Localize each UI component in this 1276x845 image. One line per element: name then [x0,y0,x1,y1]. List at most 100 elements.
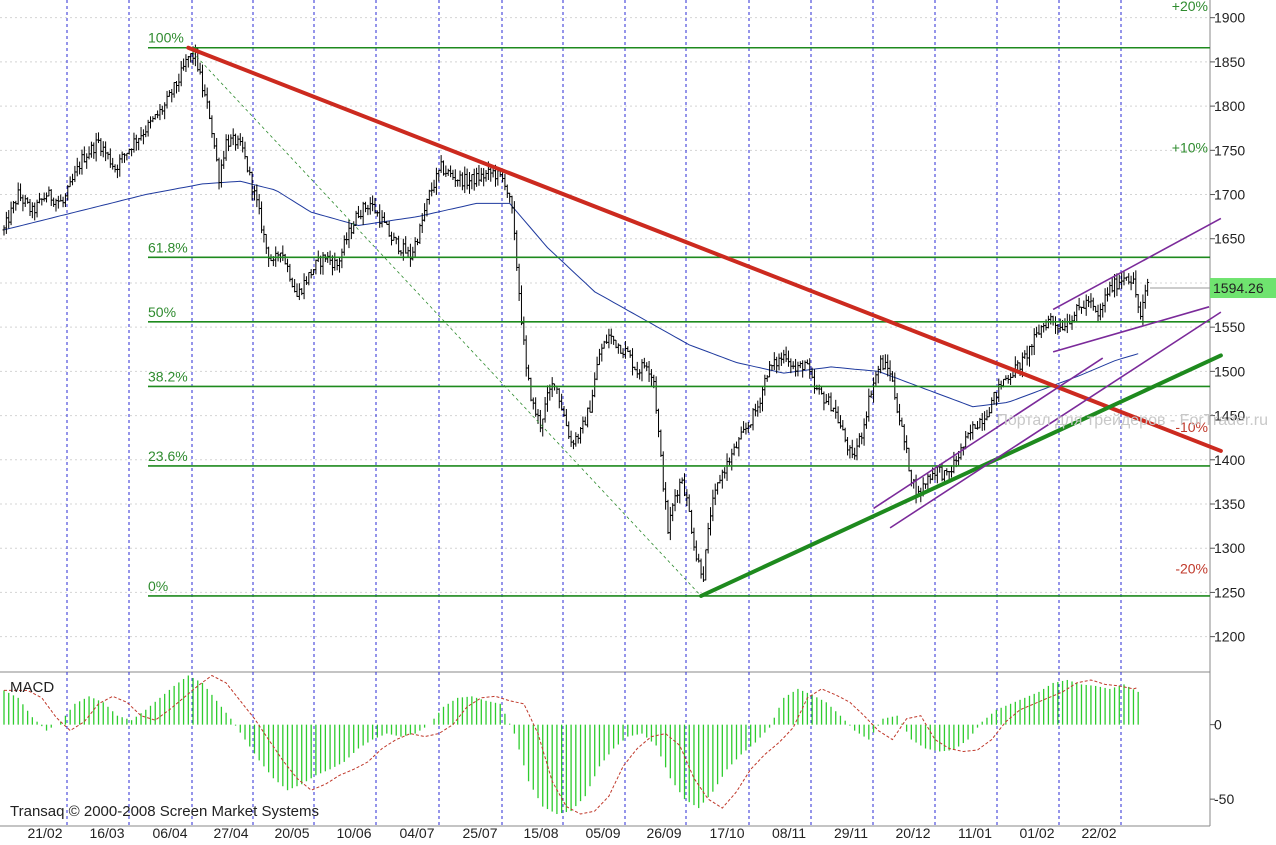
candle [886,354,890,377]
candle [182,58,186,71]
candle [434,167,438,195]
candle [1023,350,1027,359]
candle [210,115,214,138]
candle [1131,272,1135,284]
moving-average-line [3,180,1139,408]
candle [45,192,49,203]
candle [132,132,136,153]
fibonacci-layer: 100% 61.8% 50% 38.2% 23.6% 0% [148,30,1210,597]
candle [711,489,715,522]
percent-mark-label: -20% [1175,561,1208,577]
candle [49,189,53,207]
candle [118,154,122,177]
candle [727,457,731,466]
candle [583,416,587,426]
price-tick-label: 1800 [1214,98,1245,114]
candle [257,194,261,215]
candle [836,406,840,424]
candle [1037,324,1041,336]
date-tick-label: 05/09 [585,825,620,841]
candle [867,388,871,422]
candle [595,356,599,381]
candle [1079,306,1083,314]
candle [782,349,786,364]
candle [106,151,110,160]
candle [30,202,34,219]
trendline-support [699,353,1223,598]
candle [635,361,639,379]
candle [458,170,462,187]
candle [664,482,668,510]
candle [380,210,384,228]
candle [992,391,996,405]
candle [179,61,183,87]
percent-mark-label: +20% [1172,0,1208,14]
candle [472,168,476,191]
candle [725,453,729,481]
candle [874,371,878,386]
candle [590,389,594,413]
candle [1077,297,1081,311]
candle [1009,373,1013,385]
candle [439,155,443,173]
candle [1101,302,1105,318]
candle [444,165,448,178]
fibonacci-level-label: 61.8% [148,239,188,255]
candle [777,353,781,371]
price-tick-label: 1500 [1214,363,1245,379]
candle [1049,313,1053,325]
candle [446,168,450,176]
candle [857,433,861,448]
candle [801,360,805,378]
candle [879,355,883,374]
candle [883,354,887,370]
date-tick-label: 22/02 [1081,825,1116,841]
candle [453,169,457,187]
fibonacci-level-label: 23.6% [148,448,188,464]
fibonacci-diagonal [188,47,702,597]
candle [451,169,455,180]
candle [23,195,27,207]
candle [427,189,431,205]
last-price-label: 1594.26 [1213,280,1264,296]
candle [104,141,108,162]
candle [798,361,802,369]
candle [151,116,155,123]
candle [260,201,264,234]
candle [222,150,226,169]
candle [97,132,101,144]
date-tick-label: 01/02 [1019,825,1054,841]
channel-line [1052,306,1210,353]
candle [853,447,857,460]
candle [231,128,235,146]
candle [905,435,909,454]
candle [1072,311,1076,323]
candle [113,164,117,173]
candle [1082,300,1086,309]
candle [411,246,415,261]
date-tick-label: 21/02 [27,825,62,841]
candle [1075,304,1079,323]
date-tick-label: 08/11 [772,825,806,841]
candle [1042,323,1046,333]
candle [619,344,623,354]
candle [449,165,453,178]
percent-mark-label: -10% [1175,419,1208,435]
candle [467,172,471,194]
candle [1143,284,1147,309]
candle [545,385,549,412]
candle [1084,294,1088,316]
candle [794,358,798,377]
candle [148,116,152,129]
candle [661,451,665,492]
candle [61,196,65,208]
candle [557,388,561,409]
candle [895,393,899,414]
candle [765,375,769,382]
channel-line [889,311,1222,529]
candle [791,361,795,370]
candle [300,288,304,296]
candle [763,374,767,396]
candle [94,132,98,162]
candle [347,219,351,249]
